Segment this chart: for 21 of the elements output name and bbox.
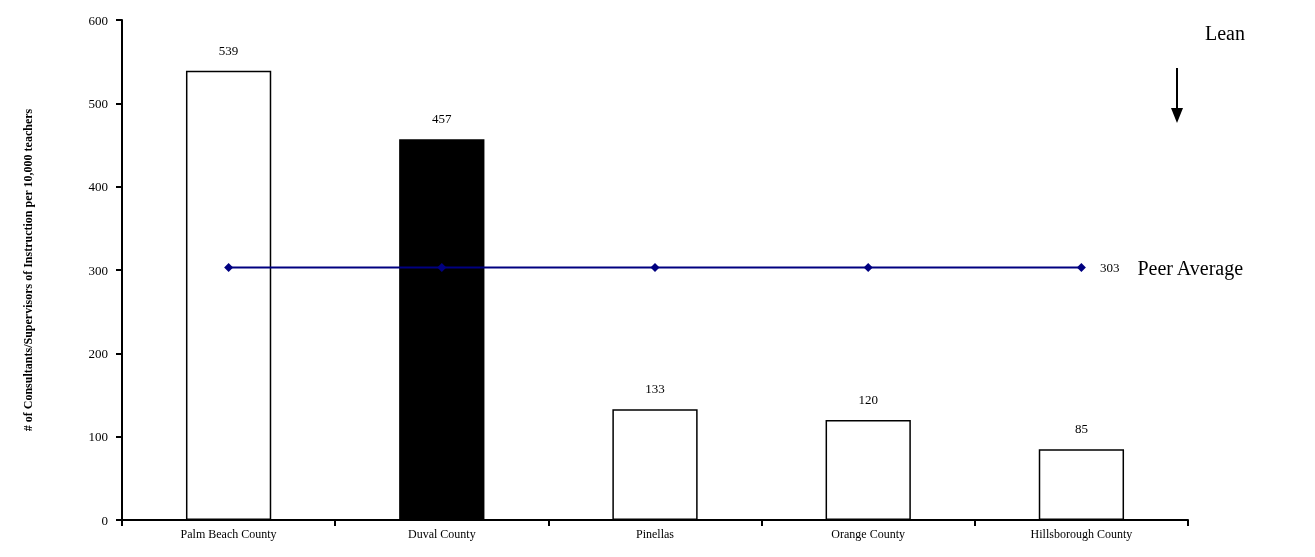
y-tick-label: 600	[88, 12, 108, 28]
data-label: 133	[645, 381, 665, 397]
text: Peer Average	[1137, 256, 1244, 280]
data-label: 539	[218, 42, 239, 58]
data-label: 120	[858, 392, 878, 407]
y-tick-label: 0	[101, 512, 108, 528]
y-axis-title: # of Consultants/Supervisors of Instruction per 10,000 teachers	[21, 108, 35, 432]
x-tick-label: Hillsborough County	[1030, 527, 1133, 541]
y-tick-label: 400	[88, 179, 108, 195]
data-label: 457	[432, 111, 453, 127]
y-tick-label: 200	[88, 345, 108, 361]
x-tick-label: Palm Beach County	[180, 527, 277, 541]
x-tick-label: Pinellas	[636, 527, 675, 541]
x-tick-label: Duval County	[407, 527, 476, 541]
y-tick-label: 100	[88, 429, 108, 445]
text: Lean	[1205, 22, 1245, 45]
data-label: 85	[1074, 421, 1088, 437]
y-tick-label: 300	[88, 262, 108, 278]
data-label: 303	[1099, 260, 1120, 275]
y-tick-label: 500	[88, 95, 108, 111]
x-tick-label: Orange County	[831, 527, 906, 541]
